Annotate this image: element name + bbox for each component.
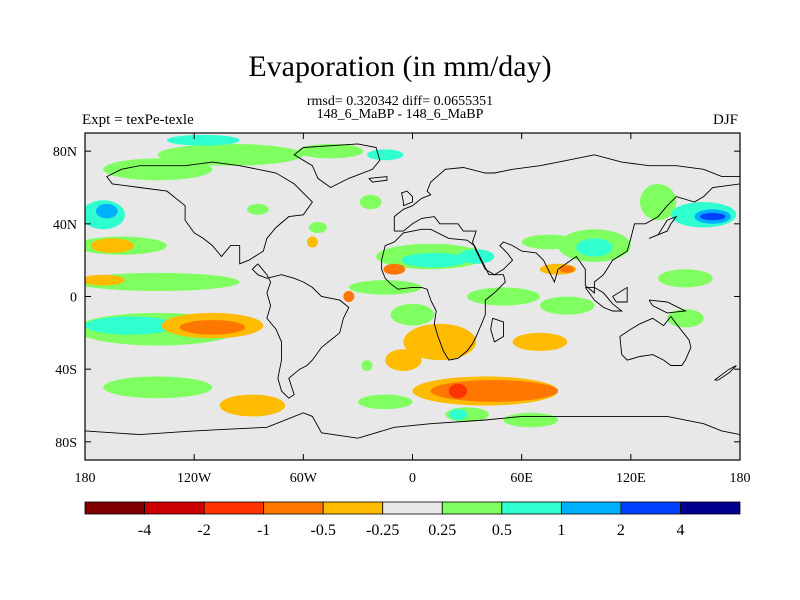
x-tick-label: 180 bbox=[730, 471, 751, 486]
field-contour bbox=[503, 412, 559, 428]
field-contour bbox=[308, 222, 327, 233]
field-contour bbox=[246, 203, 269, 215]
field-contour bbox=[297, 143, 364, 159]
field-contour bbox=[667, 309, 704, 328]
coastline bbox=[251, 263, 350, 399]
x-tick-label: 120E bbox=[616, 471, 646, 486]
field-contour bbox=[343, 291, 355, 302]
colorbar-swatch bbox=[203, 501, 265, 515]
coastline bbox=[381, 228, 506, 361]
field-contour bbox=[179, 320, 246, 335]
colorbar: -4 -2 -1 -0.5 -0.25 0.25 0.5 1 2 4 bbox=[84, 501, 741, 539]
coastline bbox=[368, 176, 388, 183]
colorbar-swatch bbox=[620, 501, 681, 515]
colorbar-label: 2 bbox=[617, 522, 625, 539]
axis-ticks: 80N 40N 0 40S 80S 180 120W 60W 0 60E 120E 180 bbox=[53, 133, 751, 486]
field-contour bbox=[385, 349, 422, 371]
coastline bbox=[293, 143, 381, 189]
coastline bbox=[584, 286, 623, 312]
field-contour bbox=[157, 143, 304, 166]
field-contour bbox=[103, 158, 213, 181]
field-contour bbox=[359, 194, 382, 210]
x-tick-label: 60E bbox=[510, 471, 533, 486]
field-contour bbox=[306, 236, 318, 248]
colorbar-label: -1 bbox=[257, 522, 270, 539]
field-contour bbox=[85, 272, 240, 292]
map-background bbox=[85, 133, 740, 460]
colorbar-label: -2 bbox=[197, 522, 210, 539]
colorbar-label: 0.25 bbox=[428, 522, 456, 539]
colorbar-label: -0.5 bbox=[311, 522, 336, 539]
field-contour bbox=[512, 332, 568, 351]
field-contour bbox=[539, 296, 595, 315]
field-contour bbox=[367, 149, 404, 161]
colorbar-swatch bbox=[382, 501, 443, 515]
coastline bbox=[619, 315, 692, 366]
x-tick-label: 120W bbox=[177, 471, 212, 486]
y-tick-label: 0 bbox=[70, 291, 77, 306]
colorbar-swatch bbox=[441, 501, 503, 515]
field-contour bbox=[85, 274, 126, 286]
y-tick-label: 80N bbox=[53, 145, 77, 160]
field-contour bbox=[390, 303, 435, 326]
field-contour bbox=[699, 212, 726, 221]
y-tick-label: 40S bbox=[55, 363, 77, 378]
x-tick-label: 180 bbox=[75, 471, 96, 486]
field-contour bbox=[103, 376, 213, 399]
field-contour bbox=[448, 383, 468, 399]
colorbar-label: -0.25 bbox=[366, 522, 399, 539]
field-contour bbox=[639, 183, 677, 221]
plot-title: Evaporation (in mm/day) bbox=[248, 50, 552, 83]
colorbar-swatch bbox=[84, 501, 145, 515]
coastline bbox=[106, 161, 313, 265]
coastline bbox=[714, 365, 737, 381]
colorbar-swatch bbox=[560, 501, 622, 515]
field-contour bbox=[166, 134, 240, 146]
y-tick-label: 80S bbox=[55, 436, 77, 451]
evaporation-field bbox=[85, 134, 737, 428]
experiment-label: Expt = texPe-texle bbox=[82, 112, 194, 128]
map-plot-area: 80N 40N 0 40S 80S 180 120W 60W 0 60E 120E 180 bbox=[53, 132, 751, 486]
field-contour bbox=[357, 394, 413, 410]
field-contour bbox=[658, 269, 713, 288]
field-contour bbox=[559, 265, 575, 273]
field-contour bbox=[90, 238, 135, 253]
field-contour bbox=[85, 316, 176, 335]
colorbar-label: 0.5 bbox=[492, 522, 512, 539]
coastline bbox=[648, 215, 678, 239]
field-contour bbox=[401, 252, 468, 268]
coastline bbox=[648, 299, 687, 314]
x-tick-label: 60W bbox=[290, 471, 318, 486]
field-contour bbox=[348, 280, 422, 295]
field-contour bbox=[219, 394, 286, 417]
coastline bbox=[490, 317, 504, 343]
field-contour bbox=[361, 360, 373, 371]
coastline bbox=[612, 286, 628, 303]
coastlines bbox=[85, 143, 740, 439]
colorbar-label: 1 bbox=[557, 522, 565, 539]
coastline bbox=[401, 190, 413, 207]
colorbar-swatch bbox=[680, 501, 741, 515]
field-contour bbox=[457, 249, 495, 264]
y-tick-label: 40N bbox=[53, 218, 77, 233]
season-label: DJF bbox=[712, 112, 738, 128]
field-contour bbox=[448, 409, 468, 421]
colorbar-swatch bbox=[263, 501, 324, 515]
colorbar-swatch bbox=[501, 501, 562, 515]
field-contour bbox=[467, 287, 540, 306]
x-tick-label: 0 bbox=[409, 471, 416, 486]
coastline bbox=[393, 154, 740, 294]
colorbar-swatch bbox=[322, 501, 384, 515]
stats-line: rmsd= 0.320342 diff= 0.0655351 bbox=[306, 94, 494, 109]
field-contour bbox=[383, 263, 406, 275]
colorbar-label: -4 bbox=[138, 522, 151, 539]
coastline bbox=[85, 412, 740, 439]
field-contour bbox=[576, 238, 613, 257]
comparison-line: 148_6_MaBP - 148_6_MaBP bbox=[316, 107, 484, 122]
colorbar-swatch bbox=[144, 501, 205, 515]
field-contour bbox=[95, 203, 118, 219]
colorbar-label: 4 bbox=[676, 522, 684, 539]
